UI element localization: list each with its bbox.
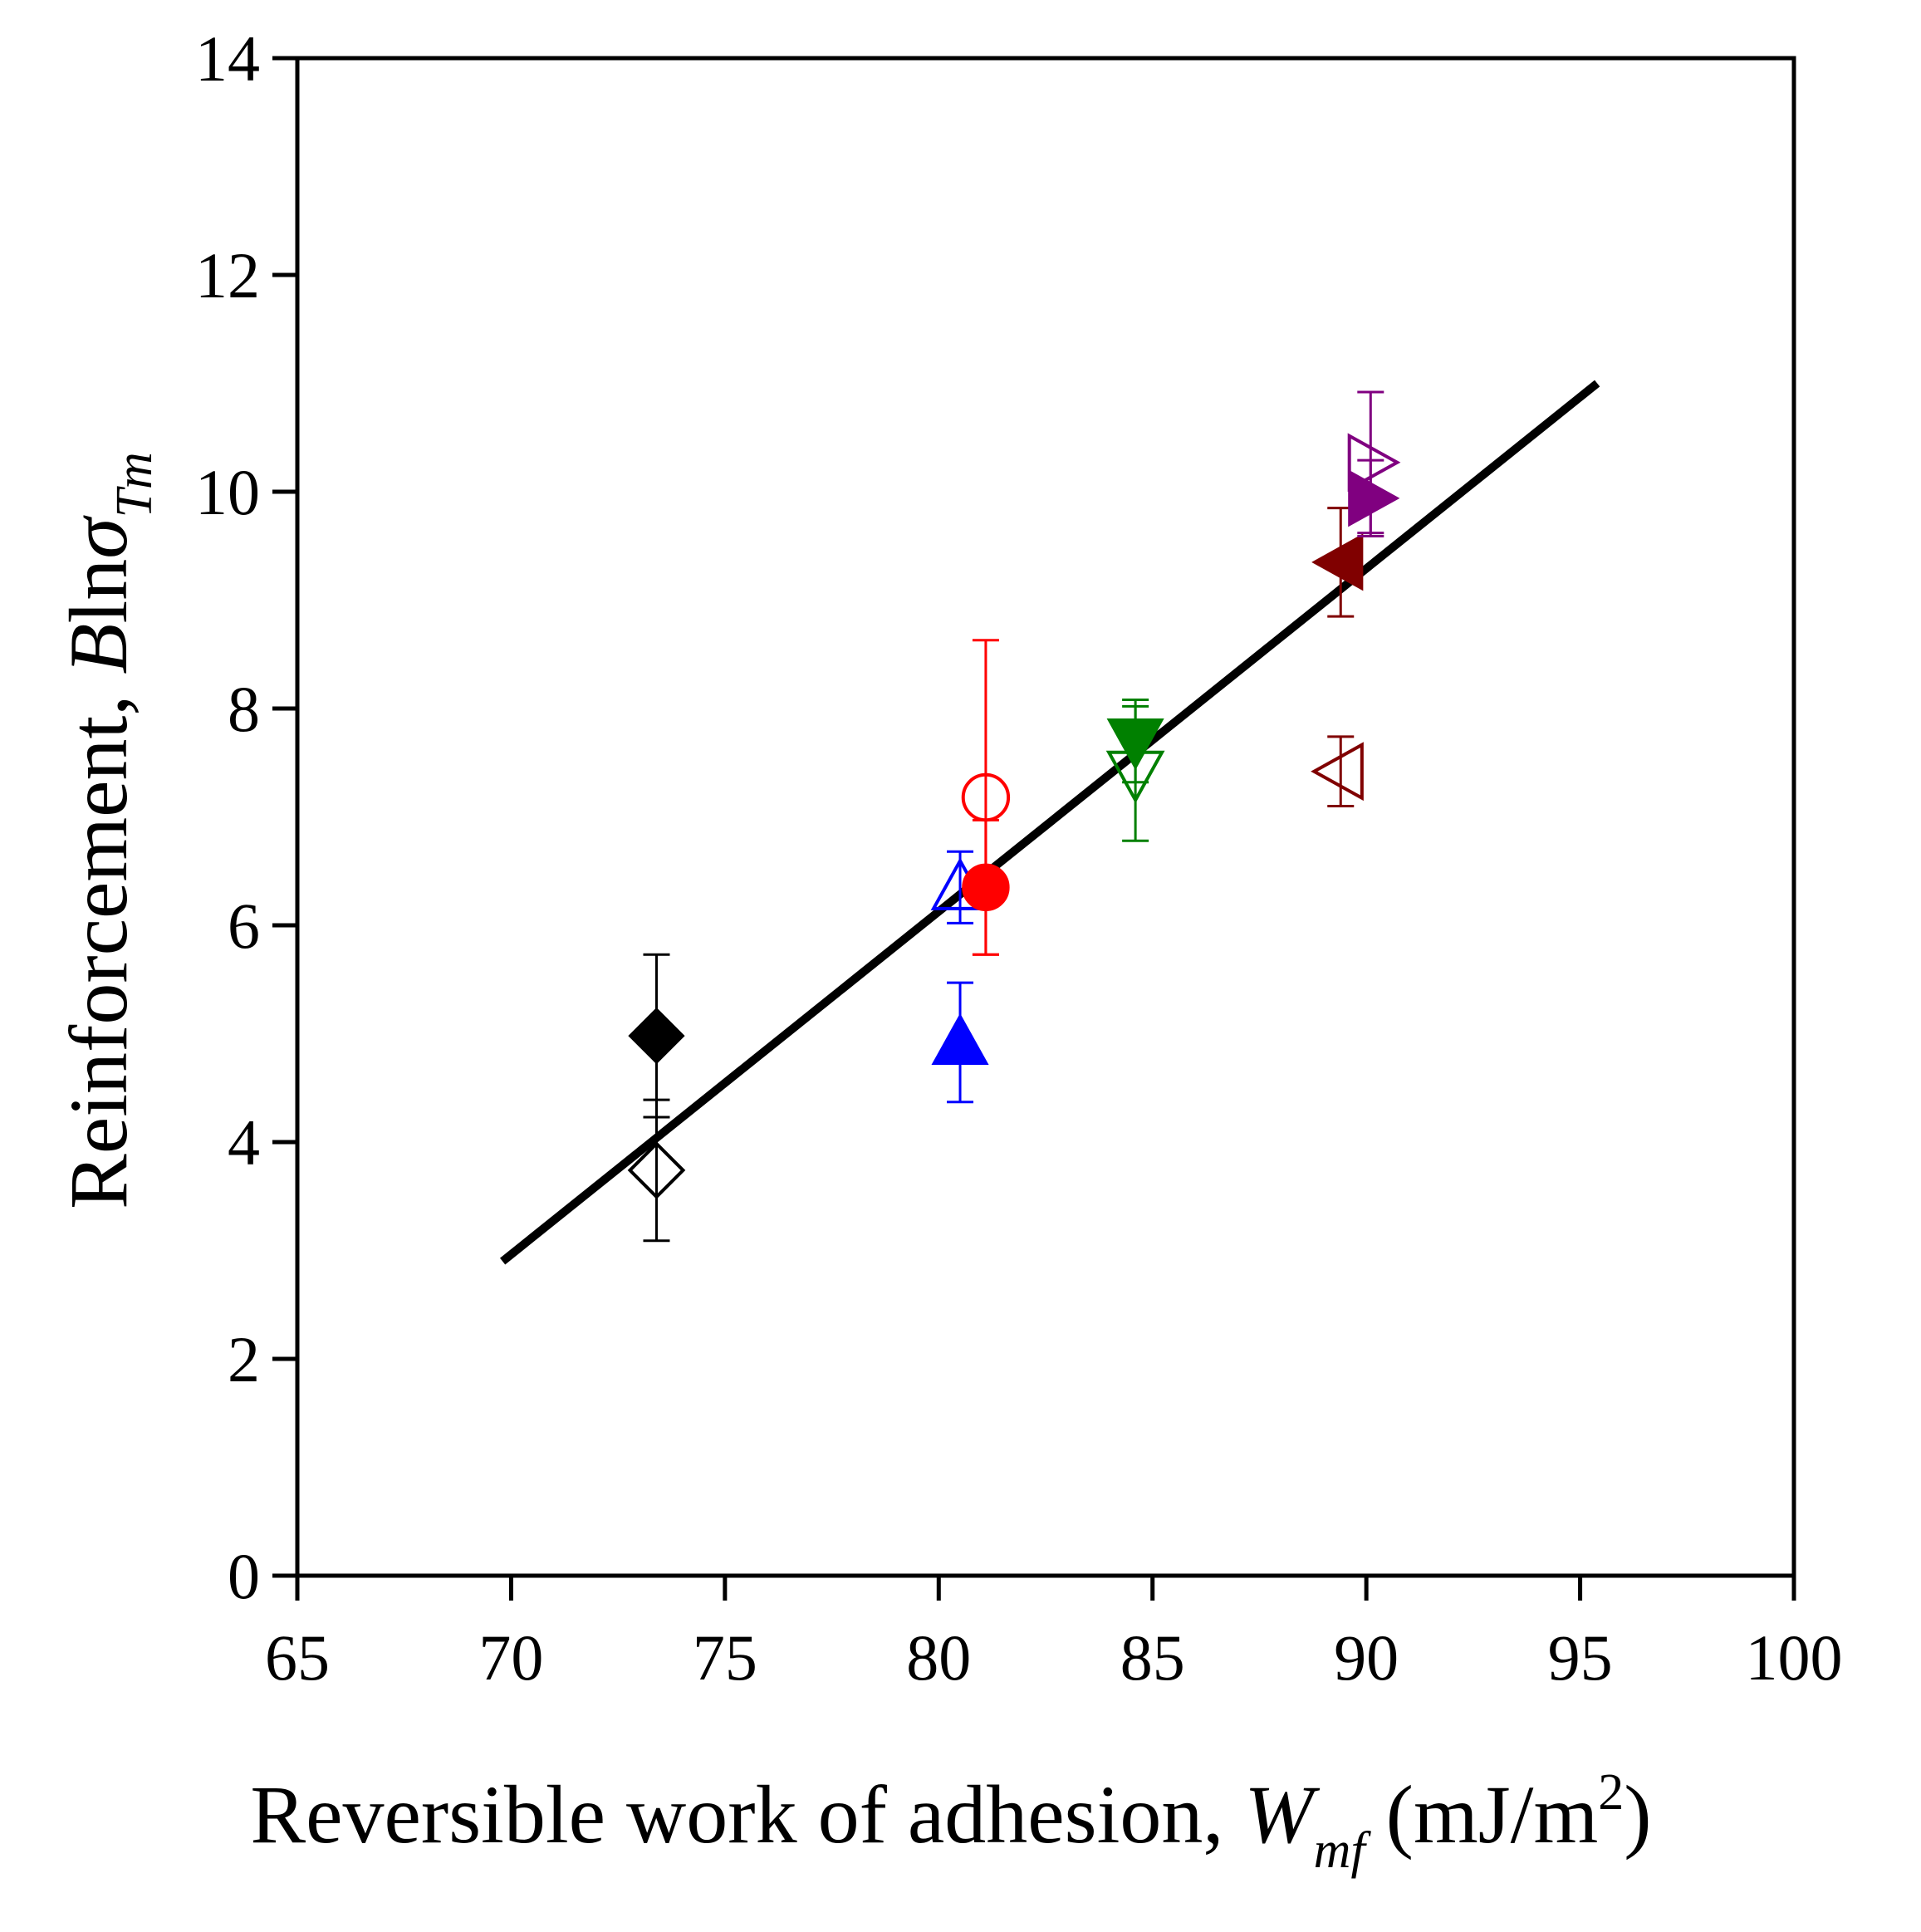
y-tick-label: 8 — [228, 673, 260, 745]
data-point-maroon-open-triangle-left — [1311, 735, 1364, 807]
x-tick-label: 75 — [693, 1621, 757, 1694]
y-tick-label: 2 — [228, 1323, 260, 1395]
x-axis-ticks: 65 70 75 80 85 90 95 100 — [265, 1576, 1843, 1694]
y-tick-label: 0 — [228, 1540, 260, 1612]
data-point-blue-filled-triangle — [931, 981, 989, 1104]
data-point-purple-filled-triangle-right — [1348, 458, 1400, 538]
y-tick-label: 14 — [195, 22, 260, 95]
y-tick-label: 6 — [228, 890, 260, 962]
data-point-black-filled-diamond — [628, 953, 685, 1119]
data-point-red-open-circle — [961, 639, 1011, 956]
marker-triangle-down — [1105, 750, 1165, 804]
plot-frame — [295, 56, 1796, 1578]
data-point-black-open-diamond — [627, 1098, 686, 1243]
x-tick-label: 90 — [1334, 1621, 1399, 1694]
x-tick-label: 80 — [906, 1621, 971, 1694]
x-tick-label: 100 — [1746, 1621, 1843, 1694]
x-axis-title: Reversible work of adhesion, Wmf (mJ/m2) — [250, 1764, 1651, 1879]
marker-triangle-up — [931, 1013, 989, 1066]
data-point-maroon-filled-triangle-left — [1311, 507, 1364, 618]
marker-triangle-left — [1311, 742, 1364, 802]
x-tick-label: 65 — [265, 1621, 330, 1694]
marker-diamond — [628, 1007, 685, 1065]
marker-triangle-left — [1311, 533, 1364, 591]
marker-circle — [961, 772, 1011, 822]
marker-triangle-right — [1347, 433, 1401, 493]
fit-line — [500, 380, 1600, 1265]
x-tick-label: 95 — [1548, 1621, 1613, 1694]
x-tick-label: 85 — [1120, 1621, 1185, 1694]
marker-diamond — [627, 1141, 686, 1199]
marker-triangle-right — [1348, 469, 1400, 527]
y-tick-label: 4 — [228, 1106, 260, 1179]
data-points — [627, 390, 1401, 1243]
y-tick-label: 10 — [195, 456, 260, 528]
y-axis-ticks: 0 2 4 6 8 10 12 14 — [195, 22, 297, 1612]
y-tick-label: 12 — [195, 239, 260, 311]
x-tick-label: 70 — [478, 1621, 543, 1694]
y-axis-title: Reinforcement, BlnσTm — [52, 452, 163, 1209]
data-point-green-open-triangle-down — [1105, 704, 1165, 842]
data-point-purple-open-triangle-right — [1347, 390, 1401, 535]
